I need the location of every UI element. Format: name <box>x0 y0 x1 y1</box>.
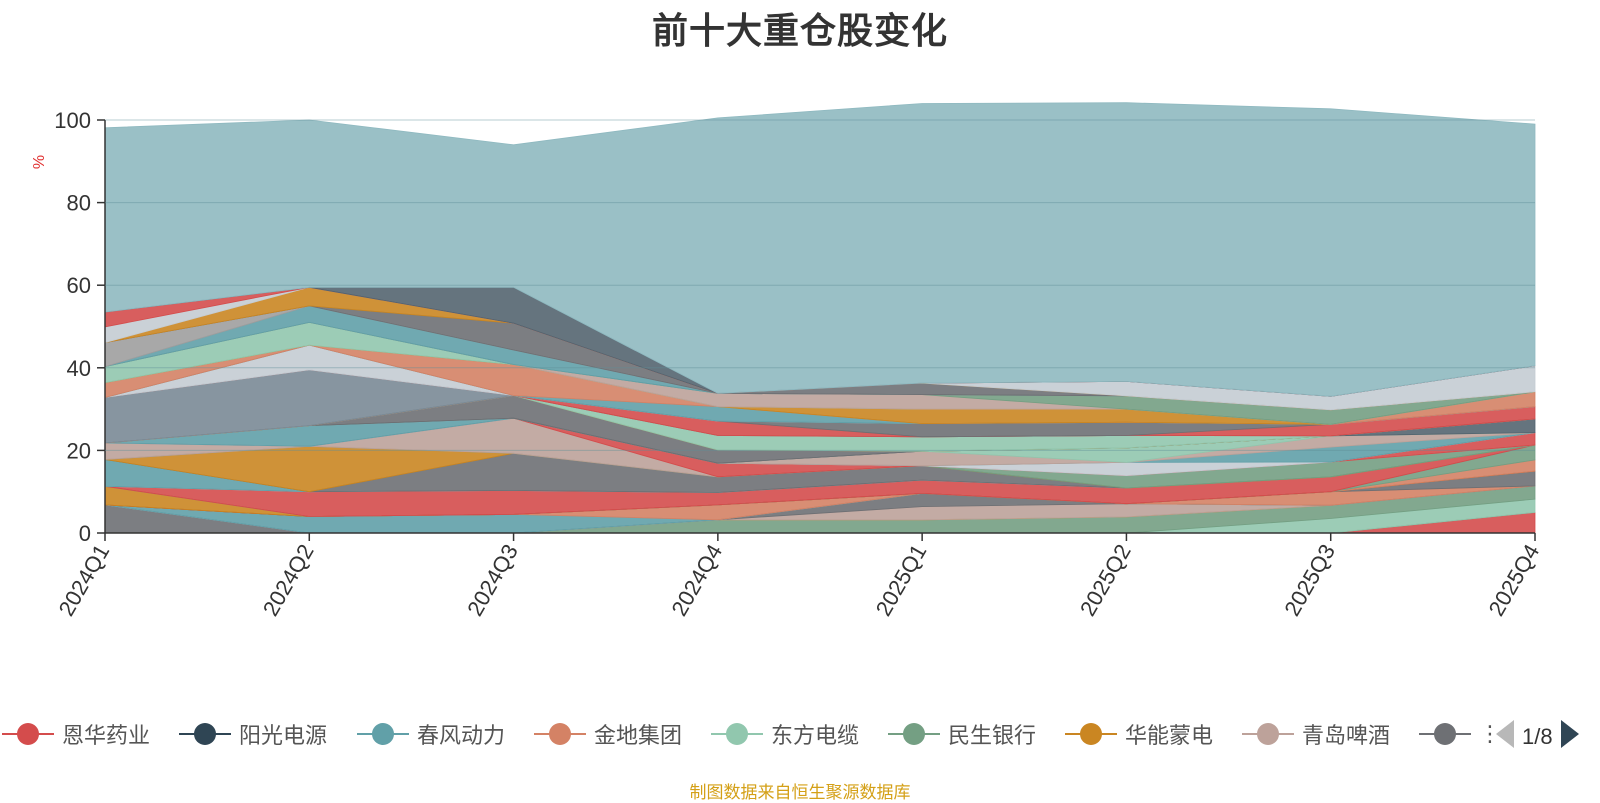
y-tick-label: 60 <box>67 273 91 298</box>
y-tick-label: 100 <box>54 108 91 133</box>
legend-prev-icon[interactable] <box>1494 718 1516 755</box>
legend-label: 东方电缆 <box>771 723 860 748</box>
grid-lines <box>105 119 1535 451</box>
legend-item[interactable]: 东方电缆 <box>709 716 859 752</box>
y-axis-unit-label: % <box>31 155 48 169</box>
legend-label: 华能蒙电 <box>1125 723 1214 748</box>
legend-item[interactable]: 青岛啤酒 <box>1240 716 1390 752</box>
x-tick-label: 2025Q2 <box>1075 540 1136 620</box>
source-note: 制图数据来自恒生聚源数据库 <box>689 783 911 802</box>
x-tick-label: 2024Q3 <box>462 540 523 620</box>
legend-page-indicator: 1/8 <box>1522 723 1553 749</box>
y-tick-label: 20 <box>67 438 91 463</box>
legend-label-truncated: ⋮ <box>1479 721 1501 746</box>
legend-marker-icon <box>1242 723 1294 745</box>
legend-label: 青岛啤酒 <box>1302 723 1391 748</box>
legend-item[interactable]: 民生银行 <box>886 716 1036 752</box>
legend-next-icon[interactable] <box>1559 718 1581 755</box>
legend-marker-icon <box>711 723 763 745</box>
legend-item[interactable]: 阳光电源 <box>177 716 327 752</box>
legend-marker-icon <box>357 723 409 745</box>
legend-pager: 1/8 <box>1494 718 1581 755</box>
legend-item[interactable]: 春风动力 <box>355 716 505 752</box>
x-tick-label: 2025Q1 <box>871 540 932 620</box>
x-tick-label: 2024Q1 <box>54 540 115 620</box>
legend-marker-icon <box>179 723 231 745</box>
legend-label: 春风动力 <box>417 723 506 748</box>
x-tick-label: 2025Q3 <box>1279 540 1340 620</box>
legend-item[interactable]: 华能蒙电 <box>1063 716 1213 752</box>
y-tick-label: 0 <box>79 521 91 546</box>
legend-label: 阳光电源 <box>239 723 328 748</box>
legend-item[interactable]: 恩华药业 <box>0 716 150 752</box>
area-chart: 0 20 40 60 80 100 2024Q1 2024Q2 2024Q3 2024Q4 2025… <box>31 102 1545 620</box>
area-series-52[interactable] <box>104 102 1536 397</box>
legend-marker-icon <box>2 723 54 745</box>
legend-marker-icon <box>1065 723 1117 745</box>
y-tick-label: 40 <box>67 356 91 381</box>
x-tick-label: 2024Q4 <box>666 540 727 620</box>
legend-item[interactable]: 金地集团 <box>532 716 682 752</box>
legend-marker-icon <box>534 723 586 745</box>
x-tick-label: 2024Q2 <box>258 540 319 620</box>
y-tick-label: 80 <box>67 191 91 216</box>
legend-item-truncated[interactable]: ⋮ <box>1417 716 1501 752</box>
legend-label: 民生银行 <box>948 723 1037 748</box>
legend-label: 金地集团 <box>594 723 683 748</box>
stacked-areas[interactable] <box>104 102 1536 534</box>
legend-marker-icon <box>1419 723 1471 745</box>
chart-title: 前十大重仓股变化 <box>651 10 948 51</box>
legend-marker-icon <box>888 723 940 745</box>
legend: 恩华药业 阳光电源 春风动力 金地集团 东方电缆 民生银行 华能蒙电 青岛啤酒 ⋮ <box>0 716 1600 752</box>
x-tick-label: 2025Q4 <box>1484 540 1545 620</box>
legend-label: 恩华药业 <box>62 723 151 748</box>
